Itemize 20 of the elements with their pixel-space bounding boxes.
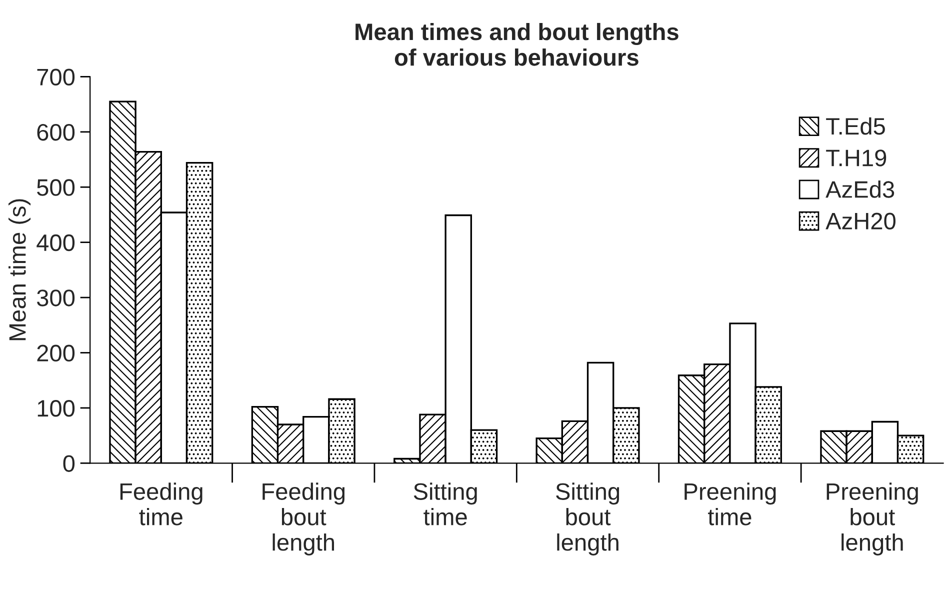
y-tick-label: 300 bbox=[36, 290, 75, 306]
x-tick-label: Feeding time bbox=[120, 482, 202, 526]
legend-label: AzH20 bbox=[826, 212, 896, 230]
y-tick-label: 400 bbox=[36, 234, 75, 252]
legend-label: AzEd3 bbox=[826, 180, 894, 198]
x-tick-label: Preening time bbox=[684, 482, 776, 526]
y-tick-label: 200 bbox=[37, 344, 75, 362]
x-tick-label: Preening bout length bbox=[826, 482, 918, 556]
y-tick-label: 700 bbox=[37, 68, 75, 86]
y-tick-label: 600 bbox=[37, 124, 75, 141]
y-tick-label: 500 bbox=[37, 179, 75, 196]
x-tick-label: Feeding bout length bbox=[262, 482, 345, 556]
y-tick-label: 100 bbox=[38, 400, 75, 417]
legend-label: T.Ed5 bbox=[826, 117, 885, 135]
y-tick-label: 0 bbox=[63, 455, 75, 472]
chart-title: Mean times and bout lengths of various behaviours bbox=[356, 22, 678, 66]
x-tick-label: Sitting bout length bbox=[556, 482, 620, 556]
x-tick-label: Sitting time bbox=[414, 482, 477, 526]
legend-label: T.H19 bbox=[826, 150, 886, 166]
y-axis-title: Mean time (s) bbox=[8, 199, 31, 340]
